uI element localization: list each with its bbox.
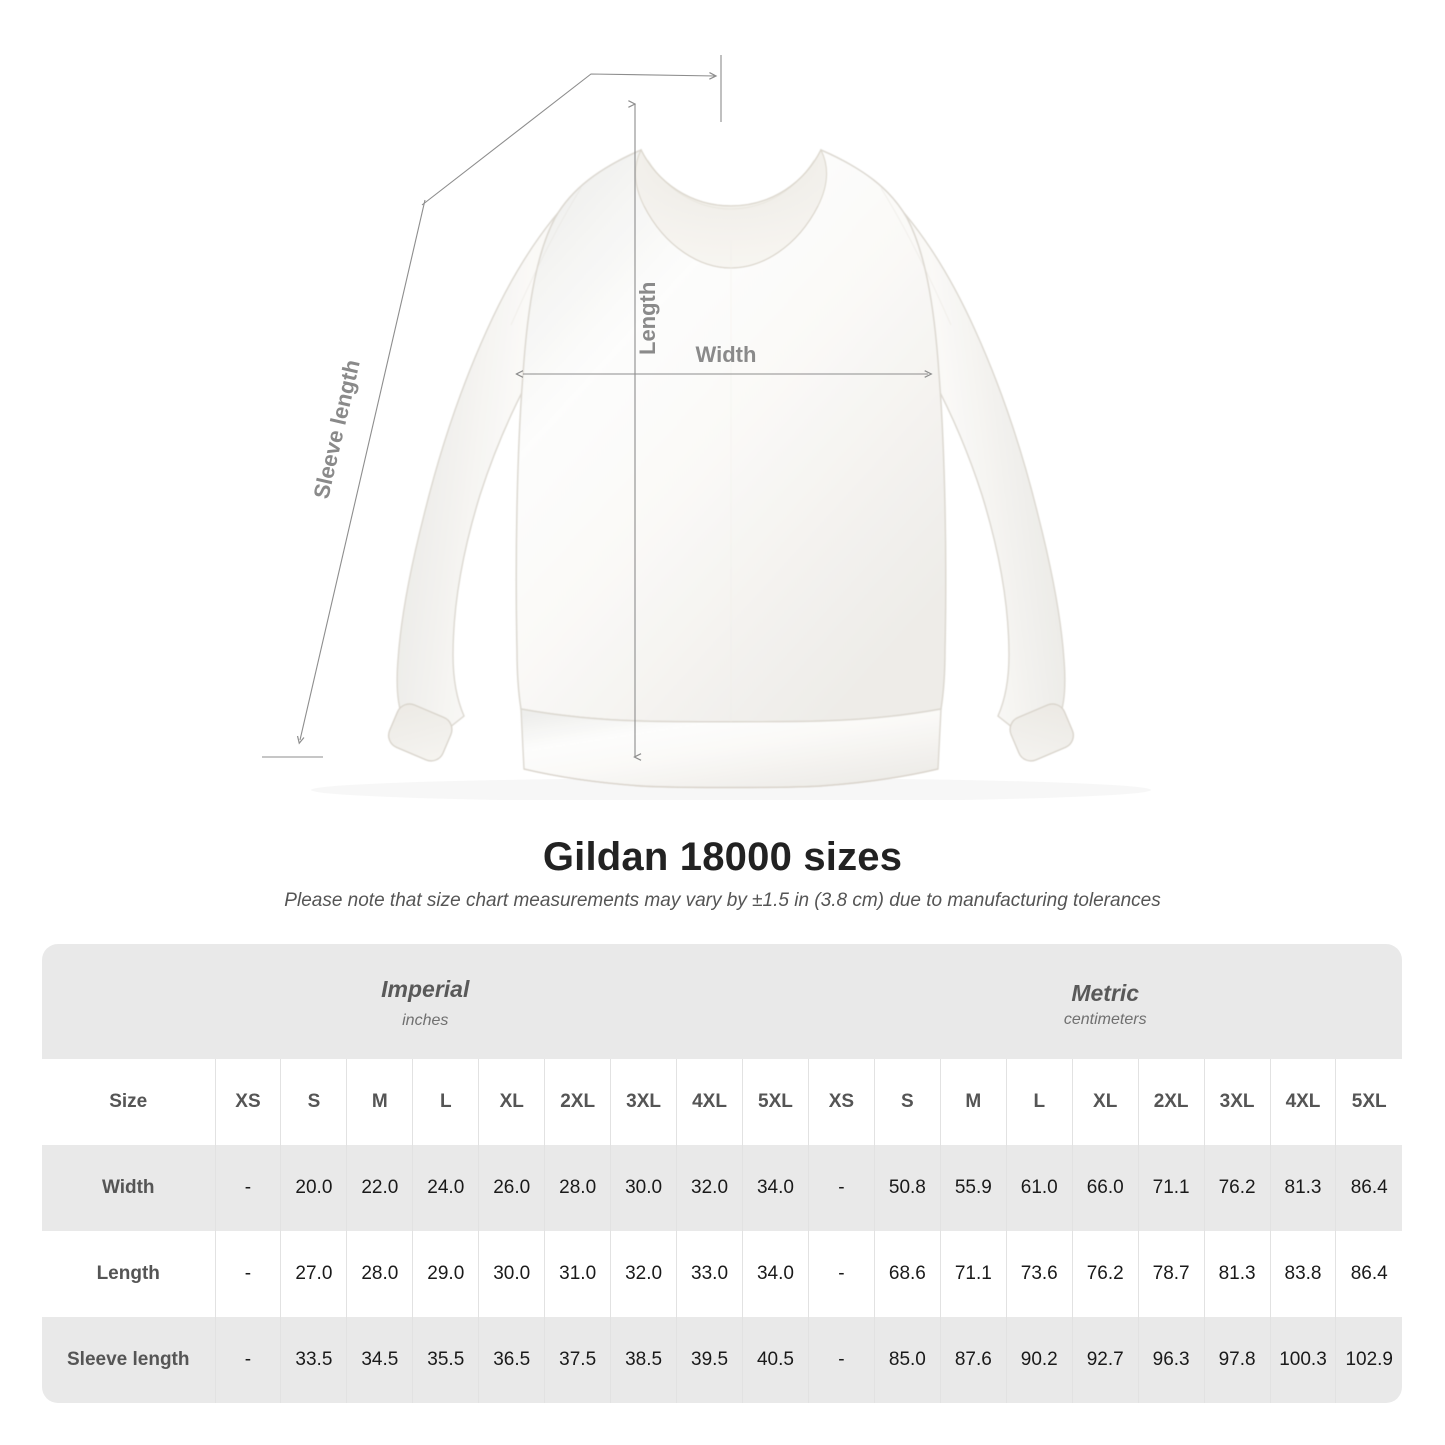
svg-text:Width: Width bbox=[696, 342, 757, 367]
svg-text:Length: Length bbox=[635, 282, 660, 355]
svg-text:Sleeve length: Sleeve length bbox=[309, 357, 365, 501]
